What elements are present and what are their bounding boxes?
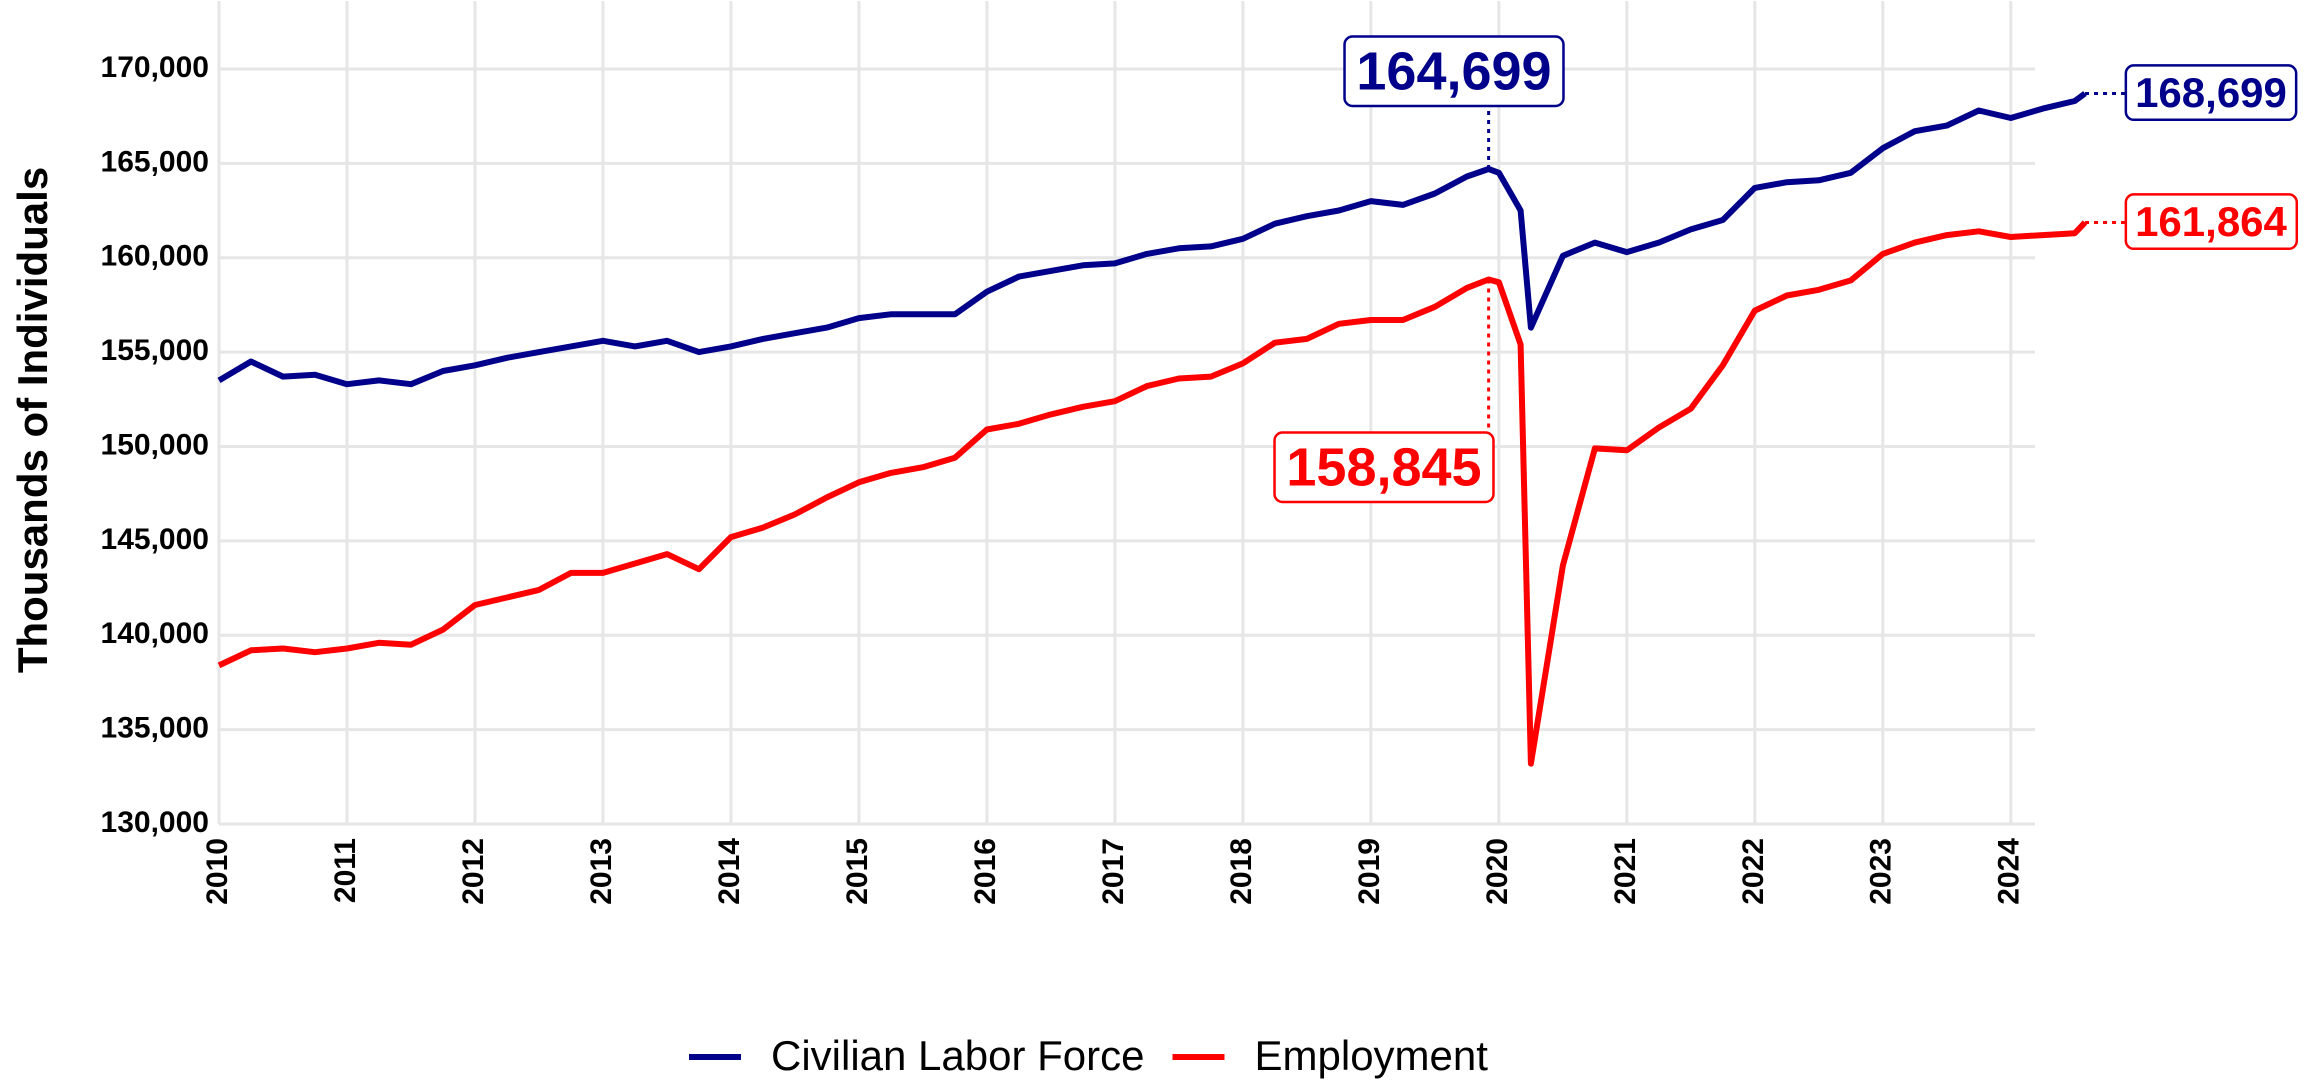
annotation-box <box>2124 193 2299 251</box>
x-tick-label: 2020 <box>1481 838 1514 905</box>
grid <box>217 1 2035 826</box>
annotation-label: 164,699 <box>1356 41 1551 101</box>
annotation: 158,845 <box>1273 279 1495 504</box>
y-tick-label: 145,000 <box>101 523 209 556</box>
series-line <box>217 91 2087 388</box>
legend-label: Civilian Labor Force <box>771 1032 1145 1079</box>
y-tick-label: 155,000 <box>101 334 209 367</box>
legend-label: Employment <box>1255 1032 1489 1079</box>
y-tick-label: 170,000 <box>101 51 209 84</box>
series-line <box>217 220 2088 767</box>
y-tick-label: 140,000 <box>101 617 209 650</box>
x-tick-label: 2012 <box>457 838 490 905</box>
x-tick-label: 2017 <box>1097 838 1130 905</box>
annotation-box <box>2124 64 2298 122</box>
y-tick-label: 130,000 <box>101 806 209 839</box>
y-tick-label: 160,000 <box>101 240 209 273</box>
annotation-box <box>1343 35 1565 108</box>
annotation-label: 168,699 <box>2135 69 2287 116</box>
x-tick-label: 2022 <box>1737 838 1770 905</box>
annotation: 164,699 <box>1343 35 1565 170</box>
y-axis-title: Thousands of Individuals <box>9 167 56 673</box>
y-tick-label: 165,000 <box>101 145 209 178</box>
y-tick-label: 150,000 <box>101 428 209 461</box>
x-tick-label: 2024 <box>1993 838 2026 905</box>
x-tick-label: 2013 <box>585 838 618 905</box>
x-tick-label: 2014 <box>713 838 746 905</box>
annotation-label: 158,845 <box>1286 437 1481 497</box>
x-tick-label: 2021 <box>1609 838 1642 905</box>
x-tick-label: 2018 <box>1225 838 1258 905</box>
x-tick-label: 2019 <box>1353 838 1386 905</box>
x-tick-label: 2010 <box>201 838 234 905</box>
annotation: 161,864 <box>2085 193 2299 251</box>
annotation-box <box>1273 431 1495 504</box>
x-tick-label: 2015 <box>841 838 874 905</box>
x-tick-label: 2016 <box>969 838 1002 905</box>
x-tick-label: 2011 <box>329 838 362 903</box>
annotation-label: 161,864 <box>2135 198 2287 245</box>
x-tick-label: 2023 <box>1865 838 1898 905</box>
y-tick-label: 135,000 <box>101 712 209 745</box>
annotation: 168,699 <box>2085 64 2298 122</box>
